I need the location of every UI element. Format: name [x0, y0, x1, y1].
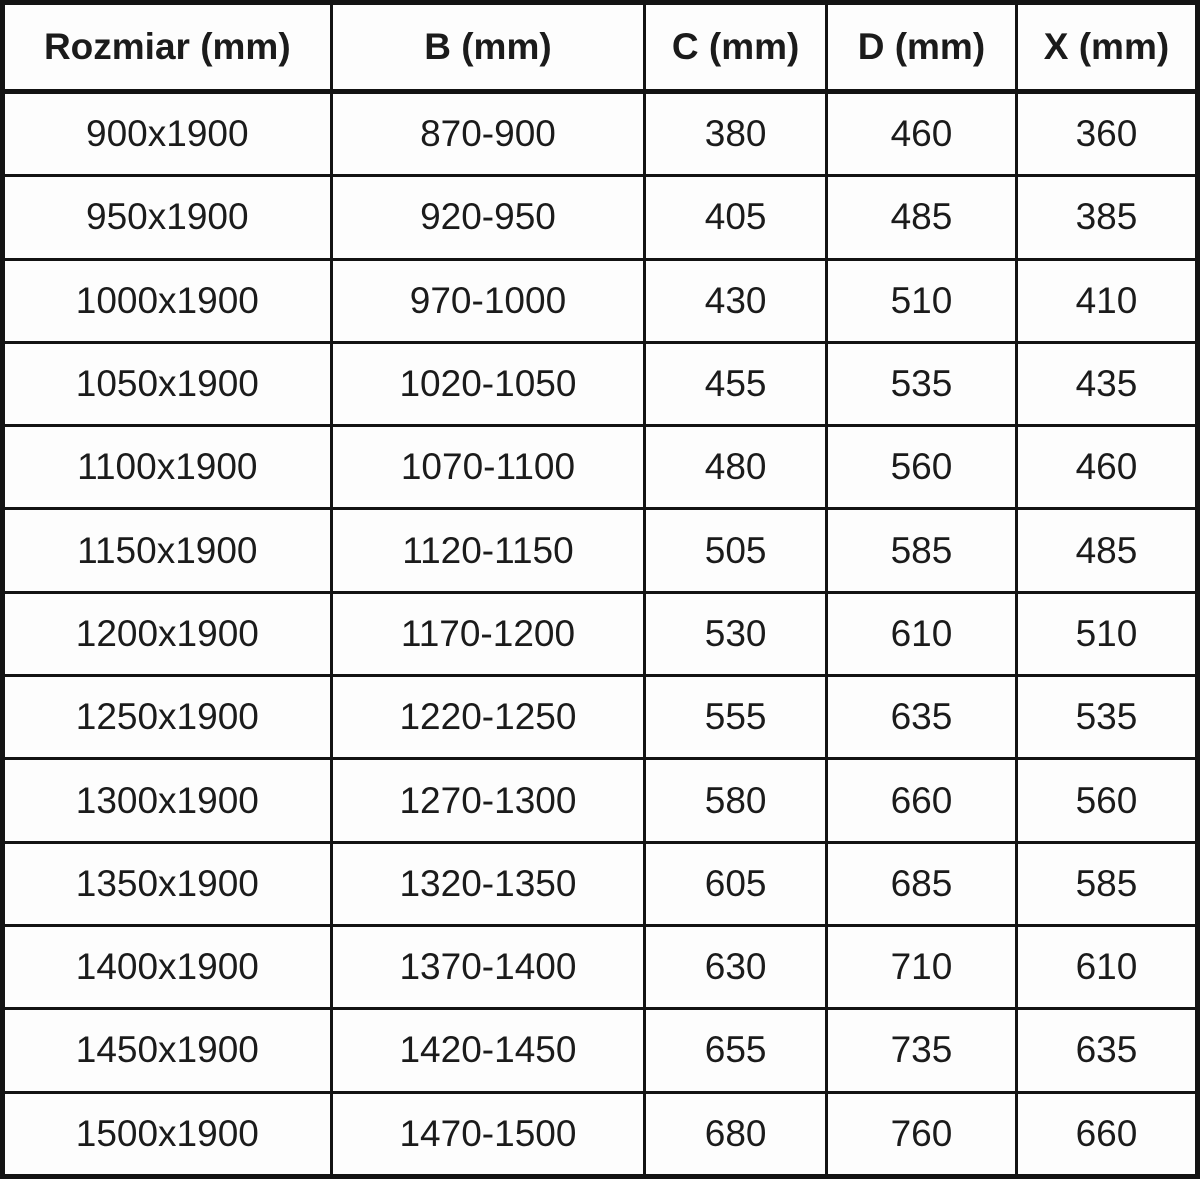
table-row: 1300x1900 1270-1300 580 660 560 — [0, 757, 1200, 844]
table-cell: 760 — [824, 1090, 1018, 1179]
column-header-c: C (mm) — [643, 0, 828, 94]
table-cell: 1170-1200 — [329, 590, 647, 678]
table-cell: 510 — [1014, 590, 1200, 678]
table-cell: 685 — [824, 840, 1018, 927]
table-cell: 605 — [643, 840, 828, 927]
table-cell: 1500x1900 — [0, 1090, 333, 1179]
table-cell: 480 — [643, 424, 828, 511]
table-cell: 435 — [1014, 340, 1200, 428]
column-header-x: X (mm) — [1014, 0, 1200, 94]
table-cell: 610 — [824, 590, 1018, 678]
table-cell: 505 — [643, 507, 828, 594]
table-cell: 1100x1900 — [0, 424, 333, 511]
table-cell: 1450x1900 — [0, 1007, 333, 1094]
table-cell: 460 — [824, 89, 1018, 178]
table-cell: 1300x1900 — [0, 757, 333, 844]
table-cell: 530 — [643, 590, 828, 678]
table-cell: 870-900 — [329, 89, 647, 178]
table-cell: 630 — [643, 923, 828, 1011]
table-row: 1250x1900 1220-1250 555 635 535 — [0, 674, 1200, 761]
table-cell: 1200x1900 — [0, 590, 333, 678]
table-row: 950x1900 920-950 405 485 385 — [0, 174, 1200, 261]
table-cell: 1370-1400 — [329, 923, 647, 1011]
table-cell: 735 — [824, 1007, 1018, 1094]
table-cell: 430 — [643, 257, 828, 344]
table-cell: 585 — [1014, 840, 1200, 927]
table-row: 1500x1900 1470-1500 680 760 660 — [0, 1090, 1200, 1179]
table-cell: 460 — [1014, 424, 1200, 511]
table-row: 1200x1900 1170-1200 530 610 510 — [0, 590, 1200, 678]
table-cell: 1250x1900 — [0, 674, 333, 761]
table-cell: 580 — [643, 757, 828, 844]
table-cell: 380 — [643, 89, 828, 178]
table-cell: 1320-1350 — [329, 840, 647, 927]
table-cell: 680 — [643, 1090, 828, 1179]
table-cell: 360 — [1014, 89, 1200, 178]
table-cell: 1220-1250 — [329, 674, 647, 761]
table-row: 1150x1900 1120-1150 505 585 485 — [0, 507, 1200, 594]
table-cell: 660 — [1014, 1090, 1200, 1179]
table-header: Rozmiar (mm) B (mm) C (mm) D (mm) X (mm) — [0, 0, 1200, 94]
table-cell: 900x1900 — [0, 89, 333, 178]
table-cell: 510 — [824, 257, 1018, 344]
table-cell: 485 — [1014, 507, 1200, 594]
table-cell: 455 — [643, 340, 828, 428]
table-cell: 1070-1100 — [329, 424, 647, 511]
column-header-b: B (mm) — [329, 0, 647, 94]
table-cell: 920-950 — [329, 174, 647, 261]
table-cell: 635 — [824, 674, 1018, 761]
table-cell: 710 — [824, 923, 1018, 1011]
table-cell: 560 — [1014, 757, 1200, 844]
table-cell: 610 — [1014, 923, 1200, 1011]
table-cell: 405 — [643, 174, 828, 261]
table-body: 900x1900 870-900 380 460 360 950x1900 920-950 4… — [0, 89, 1200, 1179]
table-row: 900x1900 870-900 380 460 360 — [0, 89, 1200, 178]
table-cell: 1270-1300 — [329, 757, 647, 844]
table-cell: 1050x1900 — [0, 340, 333, 428]
table-cell: 535 — [1014, 674, 1200, 761]
table-cell: 635 — [1014, 1007, 1200, 1094]
table-cell: 1350x1900 — [0, 840, 333, 927]
table-cell: 555 — [643, 674, 828, 761]
table-cell: 1400x1900 — [0, 923, 333, 1011]
table-row: 1350x1900 1320-1350 605 685 585 — [0, 840, 1200, 927]
table-cell: 410 — [1014, 257, 1200, 344]
column-header-d: D (mm) — [824, 0, 1018, 94]
table-cell: 950x1900 — [0, 174, 333, 261]
table-cell: 655 — [643, 1007, 828, 1094]
table-row: 1450x1900 1420-1450 655 735 635 — [0, 1007, 1200, 1094]
table-cell: 1150x1900 — [0, 507, 333, 594]
table-cell: 660 — [824, 757, 1018, 844]
table-cell: 1470-1500 — [329, 1090, 647, 1179]
table-cell: 970-1000 — [329, 257, 647, 344]
table-cell: 560 — [824, 424, 1018, 511]
table-cell: 1120-1150 — [329, 507, 647, 594]
table-cell: 585 — [824, 507, 1018, 594]
column-header-rozmiar: Rozmiar (mm) — [0, 0, 333, 94]
table-cell: 1020-1050 — [329, 340, 647, 428]
table-row: 1000x1900 970-1000 430 510 410 — [0, 257, 1200, 344]
table-row: 1400x1900 1370-1400 630 710 610 — [0, 923, 1200, 1011]
table-row: 1050x1900 1020-1050 455 535 435 — [0, 340, 1200, 428]
table-cell: 1420-1450 — [329, 1007, 647, 1094]
table-row: 1100x1900 1070-1100 480 560 460 — [0, 424, 1200, 511]
table-cell: 485 — [824, 174, 1018, 261]
table-cell: 1000x1900 — [0, 257, 333, 344]
table-cell: 535 — [824, 340, 1018, 428]
header-row: Rozmiar (mm) B (mm) C (mm) D (mm) X (mm) — [0, 0, 1200, 94]
table-cell: 385 — [1014, 174, 1200, 261]
